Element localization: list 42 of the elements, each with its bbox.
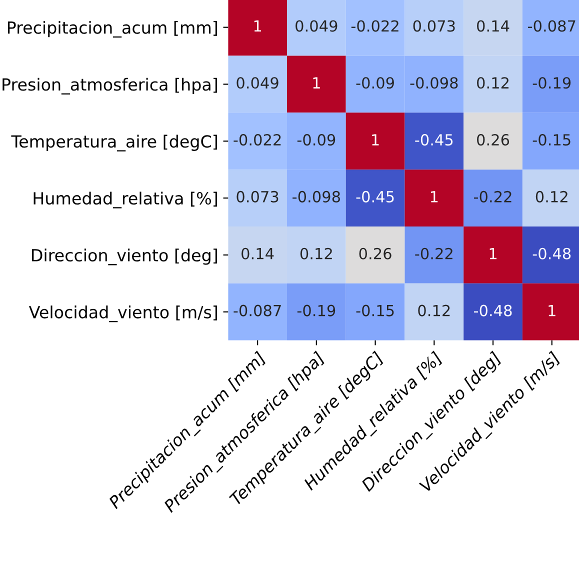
data-label: 0.12 xyxy=(477,77,508,89)
data-label: 1 xyxy=(430,191,438,202)
data-label: 0.073 xyxy=(413,20,455,32)
data-label: 0.14 xyxy=(242,248,274,260)
data-label: -0.022 xyxy=(351,20,398,32)
data-label: -0.087 xyxy=(234,304,281,316)
data-label: -0.22 xyxy=(415,248,452,260)
data-label: -0.15 xyxy=(356,304,394,316)
data-label: -0.09 xyxy=(356,77,394,89)
data-label: 0.26 xyxy=(359,248,392,260)
data-label: 0.049 xyxy=(236,77,278,89)
data-label: -0.19 xyxy=(297,304,336,316)
data-label: 0.12 xyxy=(536,190,568,202)
y-tick-label: Humedad_relativa [%] xyxy=(34,192,217,208)
data-label: -0.022 xyxy=(234,134,281,146)
data-label: -0.19 xyxy=(532,77,571,89)
data-label: -0.098 xyxy=(292,190,340,202)
data-label: -0.45 xyxy=(356,190,394,202)
data-label: 0.26 xyxy=(477,134,510,146)
data-label: 1 xyxy=(490,248,496,260)
data-label: -0.48 xyxy=(474,304,512,316)
data-label: -0.087 xyxy=(528,20,576,32)
data-label: 1 xyxy=(548,304,556,316)
data-label: 0.049 xyxy=(296,20,338,32)
data-label: 0.073 xyxy=(236,190,278,202)
data-label: 0.12 xyxy=(300,248,332,260)
y-tick-label: Precipitacion_acum [mm] xyxy=(8,20,217,38)
data-label: 1 xyxy=(313,77,320,88)
data-label: -0.45 xyxy=(415,134,453,146)
data-label: -0.09 xyxy=(297,134,336,146)
y-tick-label: Direccion_viento [deg] xyxy=(32,248,217,266)
data-label: 1 xyxy=(254,20,262,32)
data-label: 0.12 xyxy=(418,304,450,316)
data-label: 0.14 xyxy=(477,20,510,32)
data-label: -0.48 xyxy=(532,248,571,260)
data-label: -0.098 xyxy=(410,77,458,89)
data-label: -0.22 xyxy=(474,190,512,202)
y-tick-label: Presion_atmosferica [hpa] xyxy=(2,78,217,94)
data-label: -0.15 xyxy=(532,134,570,146)
y-tick-label: Velocidad_viento [m/s] xyxy=(28,306,217,322)
y-tick-label: Temperatura_aire [degC] xyxy=(11,134,217,152)
data-label: 1 xyxy=(372,134,379,146)
